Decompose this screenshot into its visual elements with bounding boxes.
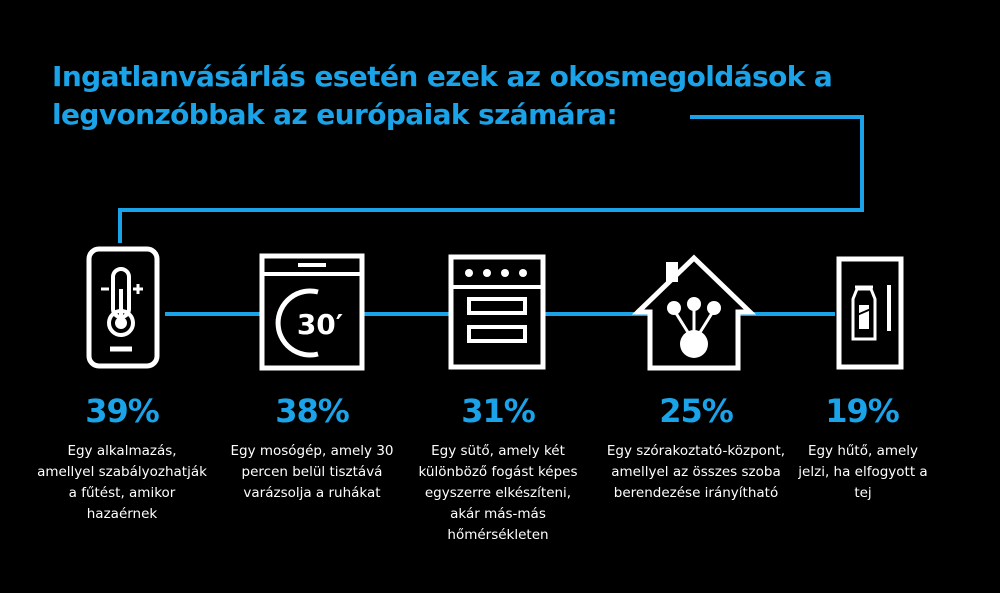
refrigerator-icon: [836, 256, 904, 370]
stat-percent-oven: 31%: [461, 392, 536, 430]
smart-home-hub-icon: [632, 254, 756, 371]
washing-machine-icon: 30′: [259, 253, 365, 371]
stat-percent-heating-app: 39%: [85, 392, 160, 430]
stat-percent-washing-machine: 38%: [275, 392, 350, 430]
stat-description-heating-app: Egy alkalmazás, amellyel szabályozhatják…: [37, 443, 207, 522]
stat-description-oven: Egy sütő, amely két különböző fogást kép…: [418, 443, 578, 543]
washing-machine-timer-text: 30′: [297, 308, 343, 341]
stat-percent-refrigerator: 19%: [825, 392, 900, 430]
thermostat-icon: [86, 246, 160, 369]
oven-icon: [448, 254, 546, 370]
page-title: Ingatlanvásárlás esetén ezek az okosmego…: [52, 60, 833, 131]
stat-description-refrigerator: Egy hűtő, amely jelzi, ha elfogyott a te…: [798, 443, 928, 501]
stat-percent-entertainment-hub: 25%: [659, 392, 734, 430]
stat-description-washing-machine: Egy mosógép, amely 30 percen belül tiszt…: [230, 443, 394, 501]
title-connector-line: [118, 115, 864, 243]
stat-description-entertainment-hub: Egy szórakoztató-központ, amellyel az ös…: [606, 443, 786, 501]
